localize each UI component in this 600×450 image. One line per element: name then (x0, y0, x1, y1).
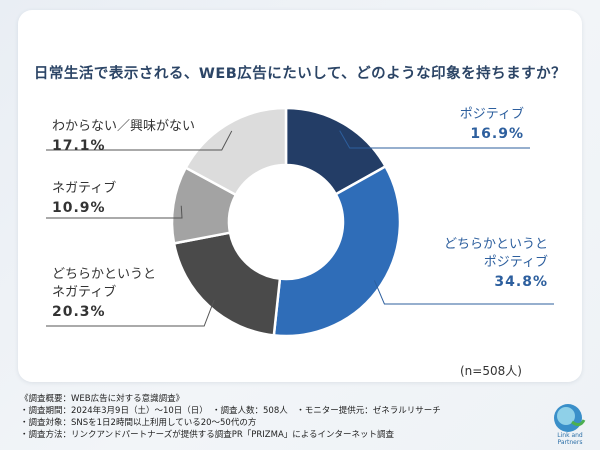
footer-period: ・調査期間：2024年3月9日（土）～10日（日） ・調査人数：508人 ・モニ… (20, 406, 441, 416)
slice-label-2-line-0: どちらかというと (52, 267, 156, 282)
footer-method: ・調査方法：リンクアンドパートナーズが提供する調査PR「PRIZMA」によるイン… (20, 430, 395, 440)
leader-line-0 (339, 130, 530, 149)
leader-line-4 (46, 130, 233, 151)
leader-line-2 (46, 299, 215, 327)
slice-label-0-line-0: ポジティブ (460, 106, 524, 122)
slice-pct-3: 10.9% (52, 200, 106, 216)
donut-slices (170, 106, 402, 338)
slice-label-1-line-1: ポジティブ (484, 254, 548, 270)
chart-title: 日常生活で表示される、WEB広告にたいして、どのような印象を持ちますか？ (33, 66, 567, 82)
sample-size: (n=508人) (460, 364, 522, 378)
survey-footer: 《調査概要：WEB広告に対する意識調査》 ・調査期間：2024年3月9日（土）～… (20, 393, 560, 441)
leader-line-1 (373, 280, 554, 305)
slice-labels: ポジティブ16.9%どちらかというとポジティブ34.8%どちらかというとネガティ… (52, 106, 548, 320)
leader-line-3 (46, 205, 183, 219)
footer-target: ・調査対象：SNSを1日2時間以上利用している20～50代の方 (20, 418, 257, 428)
leader-lines (46, 130, 554, 327)
slice-pct-4: 17.1% (52, 138, 106, 154)
footer-heading: 《調査概要：WEB広告に対する意識調査》 (20, 394, 185, 404)
logo-text: Link and Partners (557, 432, 583, 446)
slice-pct-0: 16.9% (470, 126, 524, 142)
slice-label-1-line-0: どちらかというと (444, 237, 548, 252)
slice-label-2-line-1: ネガティブ (52, 284, 116, 300)
slice-4 (184, 106, 288, 197)
slice-label-3-line-0: ネガティブ (52, 180, 116, 196)
slice-pct-2: 20.3% (52, 304, 106, 320)
link-and-partners-logo-icon (554, 404, 586, 432)
slice-2 (172, 231, 282, 337)
slice-1 (272, 164, 402, 338)
slice-pct-1: 34.8% (494, 274, 548, 290)
slice-label-4-line-0: わからない／興味がない (52, 119, 195, 134)
